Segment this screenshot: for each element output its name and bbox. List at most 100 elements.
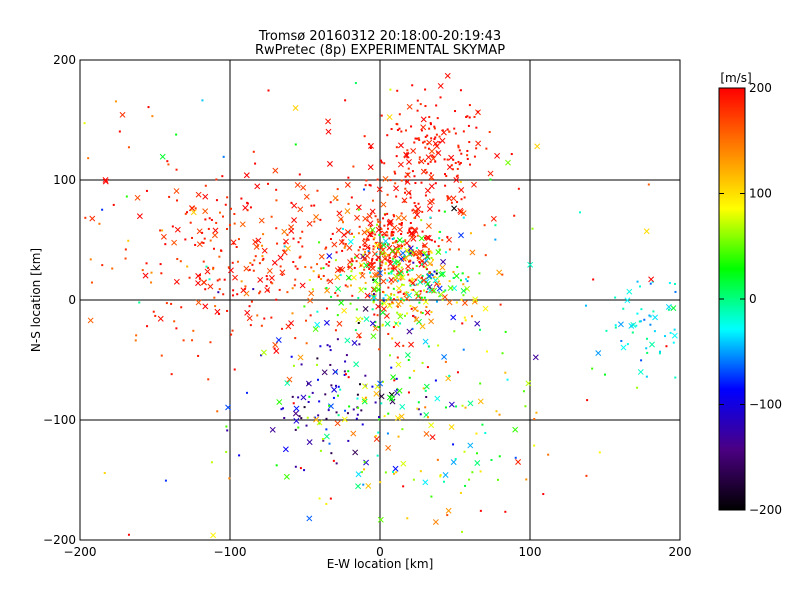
data-point-dot <box>358 272 361 275</box>
data-point-dot <box>314 416 317 419</box>
data-point-cross <box>628 322 635 329</box>
data-point-dot <box>379 243 382 246</box>
data-point-dot <box>429 216 432 219</box>
data-point-dot <box>325 263 328 266</box>
data-point-dot <box>427 253 430 256</box>
data-point-cross <box>429 434 436 441</box>
data-point-dot <box>418 156 421 159</box>
data-point-dot <box>433 125 436 128</box>
data-point-cross <box>188 205 195 212</box>
data-point-dot <box>416 210 419 213</box>
data-point-cross <box>475 140 482 147</box>
data-point-cross <box>377 380 384 387</box>
colorbar-tick-label: −200 <box>749 503 782 517</box>
data-point-dot <box>396 356 399 359</box>
data-point-dot <box>127 533 130 536</box>
data-point-dot <box>426 134 429 137</box>
data-point-cross <box>420 277 427 284</box>
data-point-dot <box>303 305 306 308</box>
data-point-dot <box>218 278 221 281</box>
data-point-cross <box>230 239 237 246</box>
data-point-dot <box>380 402 383 405</box>
data-point-dot <box>394 172 397 175</box>
data-point-dot <box>437 344 440 347</box>
data-point-cross <box>394 415 401 422</box>
data-point-dot <box>446 197 449 200</box>
data-point-dot <box>439 474 442 477</box>
data-point-dot <box>383 415 386 418</box>
data-point-dot <box>135 334 138 337</box>
data-point-dot <box>396 129 399 132</box>
data-point-cross <box>358 287 365 294</box>
data-point-dot <box>434 160 437 163</box>
data-point-cross <box>406 328 413 335</box>
data-point-dot <box>400 222 403 225</box>
data-point-dot <box>388 256 391 259</box>
data-point-cross <box>300 394 307 401</box>
data-point-dot <box>399 313 402 316</box>
data-point-cross <box>305 380 312 387</box>
data-point-dot <box>336 338 339 341</box>
data-point-dot <box>463 450 466 453</box>
data-point-dot <box>161 229 164 232</box>
data-point-dot <box>428 116 431 119</box>
data-point-cross <box>398 413 405 420</box>
data-point-dot <box>437 245 440 248</box>
data-point-cross <box>356 332 362 339</box>
data-point-dot <box>273 347 276 350</box>
data-point-dot <box>378 259 381 262</box>
data-point-cross <box>426 272 433 279</box>
data-point-dot <box>371 308 374 311</box>
data-point-dot <box>420 276 423 279</box>
data-point-dot <box>397 279 400 282</box>
data-point-dot <box>398 222 401 225</box>
data-point-cross <box>89 215 96 222</box>
data-point-dot <box>270 316 273 319</box>
data-point-dot <box>496 478 499 481</box>
data-point-dot <box>334 384 337 387</box>
data-point-cross <box>372 272 379 279</box>
data-point-cross <box>379 309 386 316</box>
data-point-cross <box>174 226 181 233</box>
data-point-dot <box>291 287 294 290</box>
data-point-dot <box>394 241 397 244</box>
data-point-cross <box>416 250 423 257</box>
data-point-dot <box>309 314 312 317</box>
data-point-dot <box>224 203 227 206</box>
data-point-dot <box>390 234 393 237</box>
x-tick-label: −100 <box>214 545 247 559</box>
data-point-dot <box>416 234 419 237</box>
data-point-cross <box>258 217 265 224</box>
data-point-dot <box>486 350 489 353</box>
data-point-cross <box>415 206 422 213</box>
data-point-dot <box>419 290 422 293</box>
data-point-cross <box>369 208 376 215</box>
data-point-dot <box>226 227 229 230</box>
data-point-dot <box>334 292 337 295</box>
data-point-cross <box>380 278 387 285</box>
data-point-dot <box>452 158 455 161</box>
data-point-dot <box>118 130 121 133</box>
data-point-dot <box>504 371 507 374</box>
data-point-dot <box>436 117 439 120</box>
data-point-dot <box>201 231 204 234</box>
data-point-dot <box>175 133 178 136</box>
data-point-dot <box>430 251 433 254</box>
data-point-cross <box>331 386 338 393</box>
data-point-dot <box>387 286 390 289</box>
data-point-cross <box>420 116 427 123</box>
data-point-dot <box>265 275 268 278</box>
data-point-cross <box>373 390 380 397</box>
data-point-cross <box>240 287 247 294</box>
data-point-dot <box>395 377 398 380</box>
data-point-cross <box>487 170 494 177</box>
data-point-dot <box>475 432 478 435</box>
data-point-dot <box>345 354 348 357</box>
data-point-cross <box>423 257 430 264</box>
data-point-dot <box>406 149 409 152</box>
data-point-dot <box>381 324 384 327</box>
data-point-dot <box>462 348 465 351</box>
data-point-dot <box>674 290 677 293</box>
data-point-cross <box>321 369 328 376</box>
data-point-dot <box>495 410 498 413</box>
